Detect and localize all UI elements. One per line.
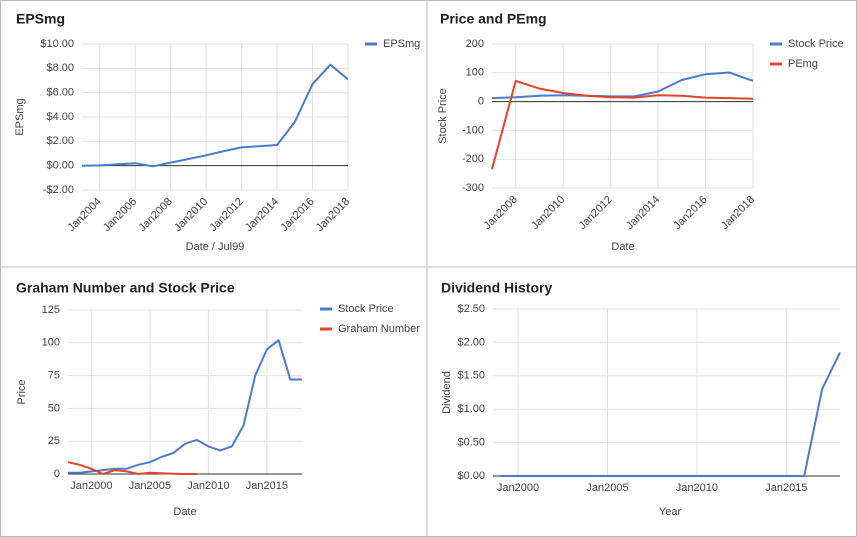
y-axis-title: Price bbox=[16, 379, 28, 404]
x-axis-title: Date / Jul99 bbox=[186, 241, 245, 253]
y-tick-label: $0.00 bbox=[46, 160, 74, 172]
chart-title: Graham Number and Stock Price bbox=[16, 280, 235, 296]
x-tick-label: Jan2005 bbox=[129, 480, 171, 492]
y-tick-label: -$2.00 bbox=[43, 184, 74, 196]
chart-title: EPSmg bbox=[16, 11, 65, 27]
y-tick-label: 125 bbox=[42, 304, 60, 316]
series-line bbox=[67, 461, 197, 475]
y-tick-label: $1.50 bbox=[457, 370, 485, 382]
series-line bbox=[491, 79, 754, 170]
y-tick-label: -100 bbox=[462, 124, 484, 136]
legend-label: EPSmg bbox=[383, 38, 420, 50]
y-tick-label: 100 bbox=[466, 67, 484, 79]
x-axis-title: Date bbox=[611, 241, 634, 253]
y-tick-label: 50 bbox=[48, 402, 60, 414]
y-tick-label: $2.00 bbox=[46, 135, 74, 147]
y-tick-label: 100 bbox=[42, 337, 60, 349]
x-tick-label: Jan2005 bbox=[586, 482, 628, 494]
y-axis-title: Stock Price bbox=[437, 88, 449, 144]
y-tick-label: 25 bbox=[48, 435, 60, 447]
y-tick-label: $1.00 bbox=[457, 403, 485, 415]
y-tick-label: $0.50 bbox=[457, 437, 485, 449]
y-tick-label: -200 bbox=[462, 153, 484, 165]
y-tick-label: $0.00 bbox=[457, 470, 485, 482]
y-tick-label: $10.00 bbox=[40, 38, 74, 50]
y-axis-title: EPSmg bbox=[14, 98, 26, 135]
y-tick-label: 200 bbox=[466, 38, 484, 50]
y-tick-label: $2.00 bbox=[457, 336, 485, 348]
y-axis-title: Dividend bbox=[441, 371, 453, 414]
series-line bbox=[491, 71, 754, 100]
legend-label: Stock Price bbox=[788, 38, 844, 50]
chart-title: Dividend History bbox=[441, 280, 552, 296]
x-tick-label: Jan2010 bbox=[187, 480, 229, 492]
x-axis-title: Year bbox=[659, 506, 682, 518]
legend-label: Stock Price bbox=[338, 303, 394, 315]
y-tick-label: $2.50 bbox=[457, 303, 485, 315]
y-tick-label: 75 bbox=[48, 370, 60, 382]
x-tick-label: Jan2015 bbox=[765, 482, 807, 494]
legend-label: Graham Number bbox=[338, 323, 420, 335]
x-tick-label: Jan2010 bbox=[676, 482, 718, 494]
y-tick-label: -300 bbox=[462, 182, 484, 194]
x-tick-label: Jan2000 bbox=[70, 480, 112, 492]
y-tick-label: $8.00 bbox=[46, 62, 74, 74]
series-line bbox=[81, 63, 349, 168]
series-line bbox=[500, 351, 841, 477]
y-tick-label: 0 bbox=[478, 96, 484, 108]
y-tick-label: 0 bbox=[54, 468, 60, 480]
y-tick-label: $6.00 bbox=[46, 87, 74, 99]
series-line bbox=[68, 339, 302, 474]
x-tick-label: Jan2000 bbox=[497, 482, 539, 494]
x-axis-title: Date bbox=[173, 506, 196, 518]
y-tick-label: $4.00 bbox=[46, 111, 74, 123]
legend-label: PEmg bbox=[788, 58, 818, 70]
chart-title: Price and PEmg bbox=[440, 11, 547, 27]
x-tick-label: Jan2015 bbox=[246, 480, 288, 492]
